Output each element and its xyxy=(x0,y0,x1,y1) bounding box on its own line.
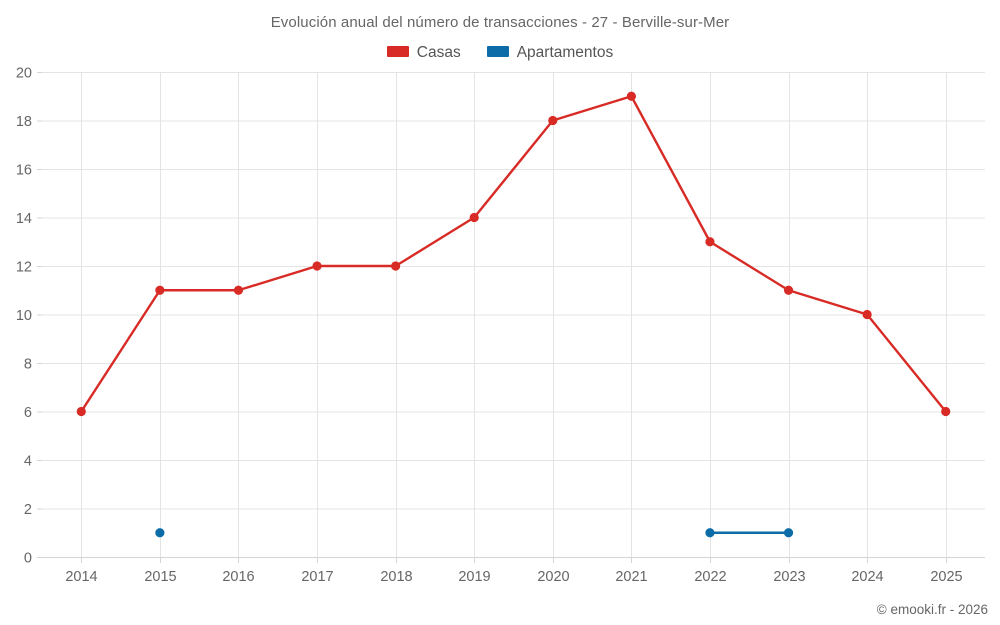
y-tick-label: 20 xyxy=(16,66,32,82)
copyright-credit: © emooki.fr - 2026 xyxy=(876,602,988,617)
series-casas xyxy=(76,91,951,417)
data-point[interactable] xyxy=(548,115,558,126)
grid-layer xyxy=(42,72,985,558)
y-tick-label: 2 xyxy=(24,502,32,518)
data-point[interactable] xyxy=(391,261,401,271)
data-point[interactable] xyxy=(626,91,636,101)
x-tick-label: 2023 xyxy=(773,569,805,585)
data-point[interactable] xyxy=(155,528,165,538)
series-apartamentos xyxy=(155,528,794,538)
x-tick-label: 2018 xyxy=(380,569,412,585)
y-axis-tick-labels: 0 2 4 6 8 10 12 14 16 18 20 xyxy=(16,66,32,567)
chart-legend: Casas Apartamentos xyxy=(0,44,1000,60)
y-tick-label: 12 xyxy=(16,260,32,276)
data-point[interactable] xyxy=(705,237,715,247)
x-axis-tick-labels: 2014 2015 2016 2017 2018 2019 2020 2021 2022 2023… xyxy=(65,569,962,585)
legend-label-apartamentos: Apartamentos xyxy=(516,44,614,61)
data-point[interactable] xyxy=(862,309,872,320)
series-layer xyxy=(76,91,951,538)
x-tick-label: 2020 xyxy=(537,569,569,585)
data-point[interactable] xyxy=(155,285,165,295)
legend-item-apartamentos[interactable]: Apartamentos xyxy=(486,44,614,61)
chart-title: Evolución anual del número de transaccio… xyxy=(270,14,730,31)
data-point[interactable] xyxy=(783,285,794,295)
data-point[interactable] xyxy=(312,261,322,271)
series-line xyxy=(80,95,947,413)
data-point[interactable] xyxy=(941,406,951,417)
y-tick-label: 10 xyxy=(16,308,32,324)
y-tick-label: 18 xyxy=(16,114,32,130)
x-tick-label: 2024 xyxy=(851,569,883,585)
data-point[interactable] xyxy=(783,528,794,538)
y-tick-label: 0 xyxy=(24,551,32,567)
legend-label-casas: Casas xyxy=(416,44,461,61)
x-tick-label: 2021 xyxy=(615,569,647,585)
x-tick-label: 2025 xyxy=(930,569,962,585)
x-tick-label: 2019 xyxy=(458,569,490,585)
x-tick-label: 2022 xyxy=(694,569,726,585)
y-tick-label: 6 xyxy=(24,405,32,421)
legend-item-casas[interactable]: Casas xyxy=(386,44,461,61)
data-point[interactable] xyxy=(705,528,715,538)
x-tick-label: 2016 xyxy=(222,569,254,585)
x-tick-label: 2014 xyxy=(65,569,97,585)
data-point[interactable] xyxy=(76,406,86,417)
x-tick-label: 2015 xyxy=(144,569,176,585)
y-tick-label: 16 xyxy=(16,163,32,179)
legend-swatch-icon-apartamentos xyxy=(486,46,509,58)
data-point[interactable] xyxy=(469,212,479,223)
axis-layer xyxy=(37,72,985,563)
x-tick-label: 2017 xyxy=(301,569,333,585)
data-point[interactable] xyxy=(233,285,244,295)
y-tick-label: 4 xyxy=(24,454,32,470)
y-tick-label: 14 xyxy=(16,211,32,227)
y-tick-label: 8 xyxy=(24,357,32,373)
legend-swatch-icon-casas xyxy=(386,46,409,58)
